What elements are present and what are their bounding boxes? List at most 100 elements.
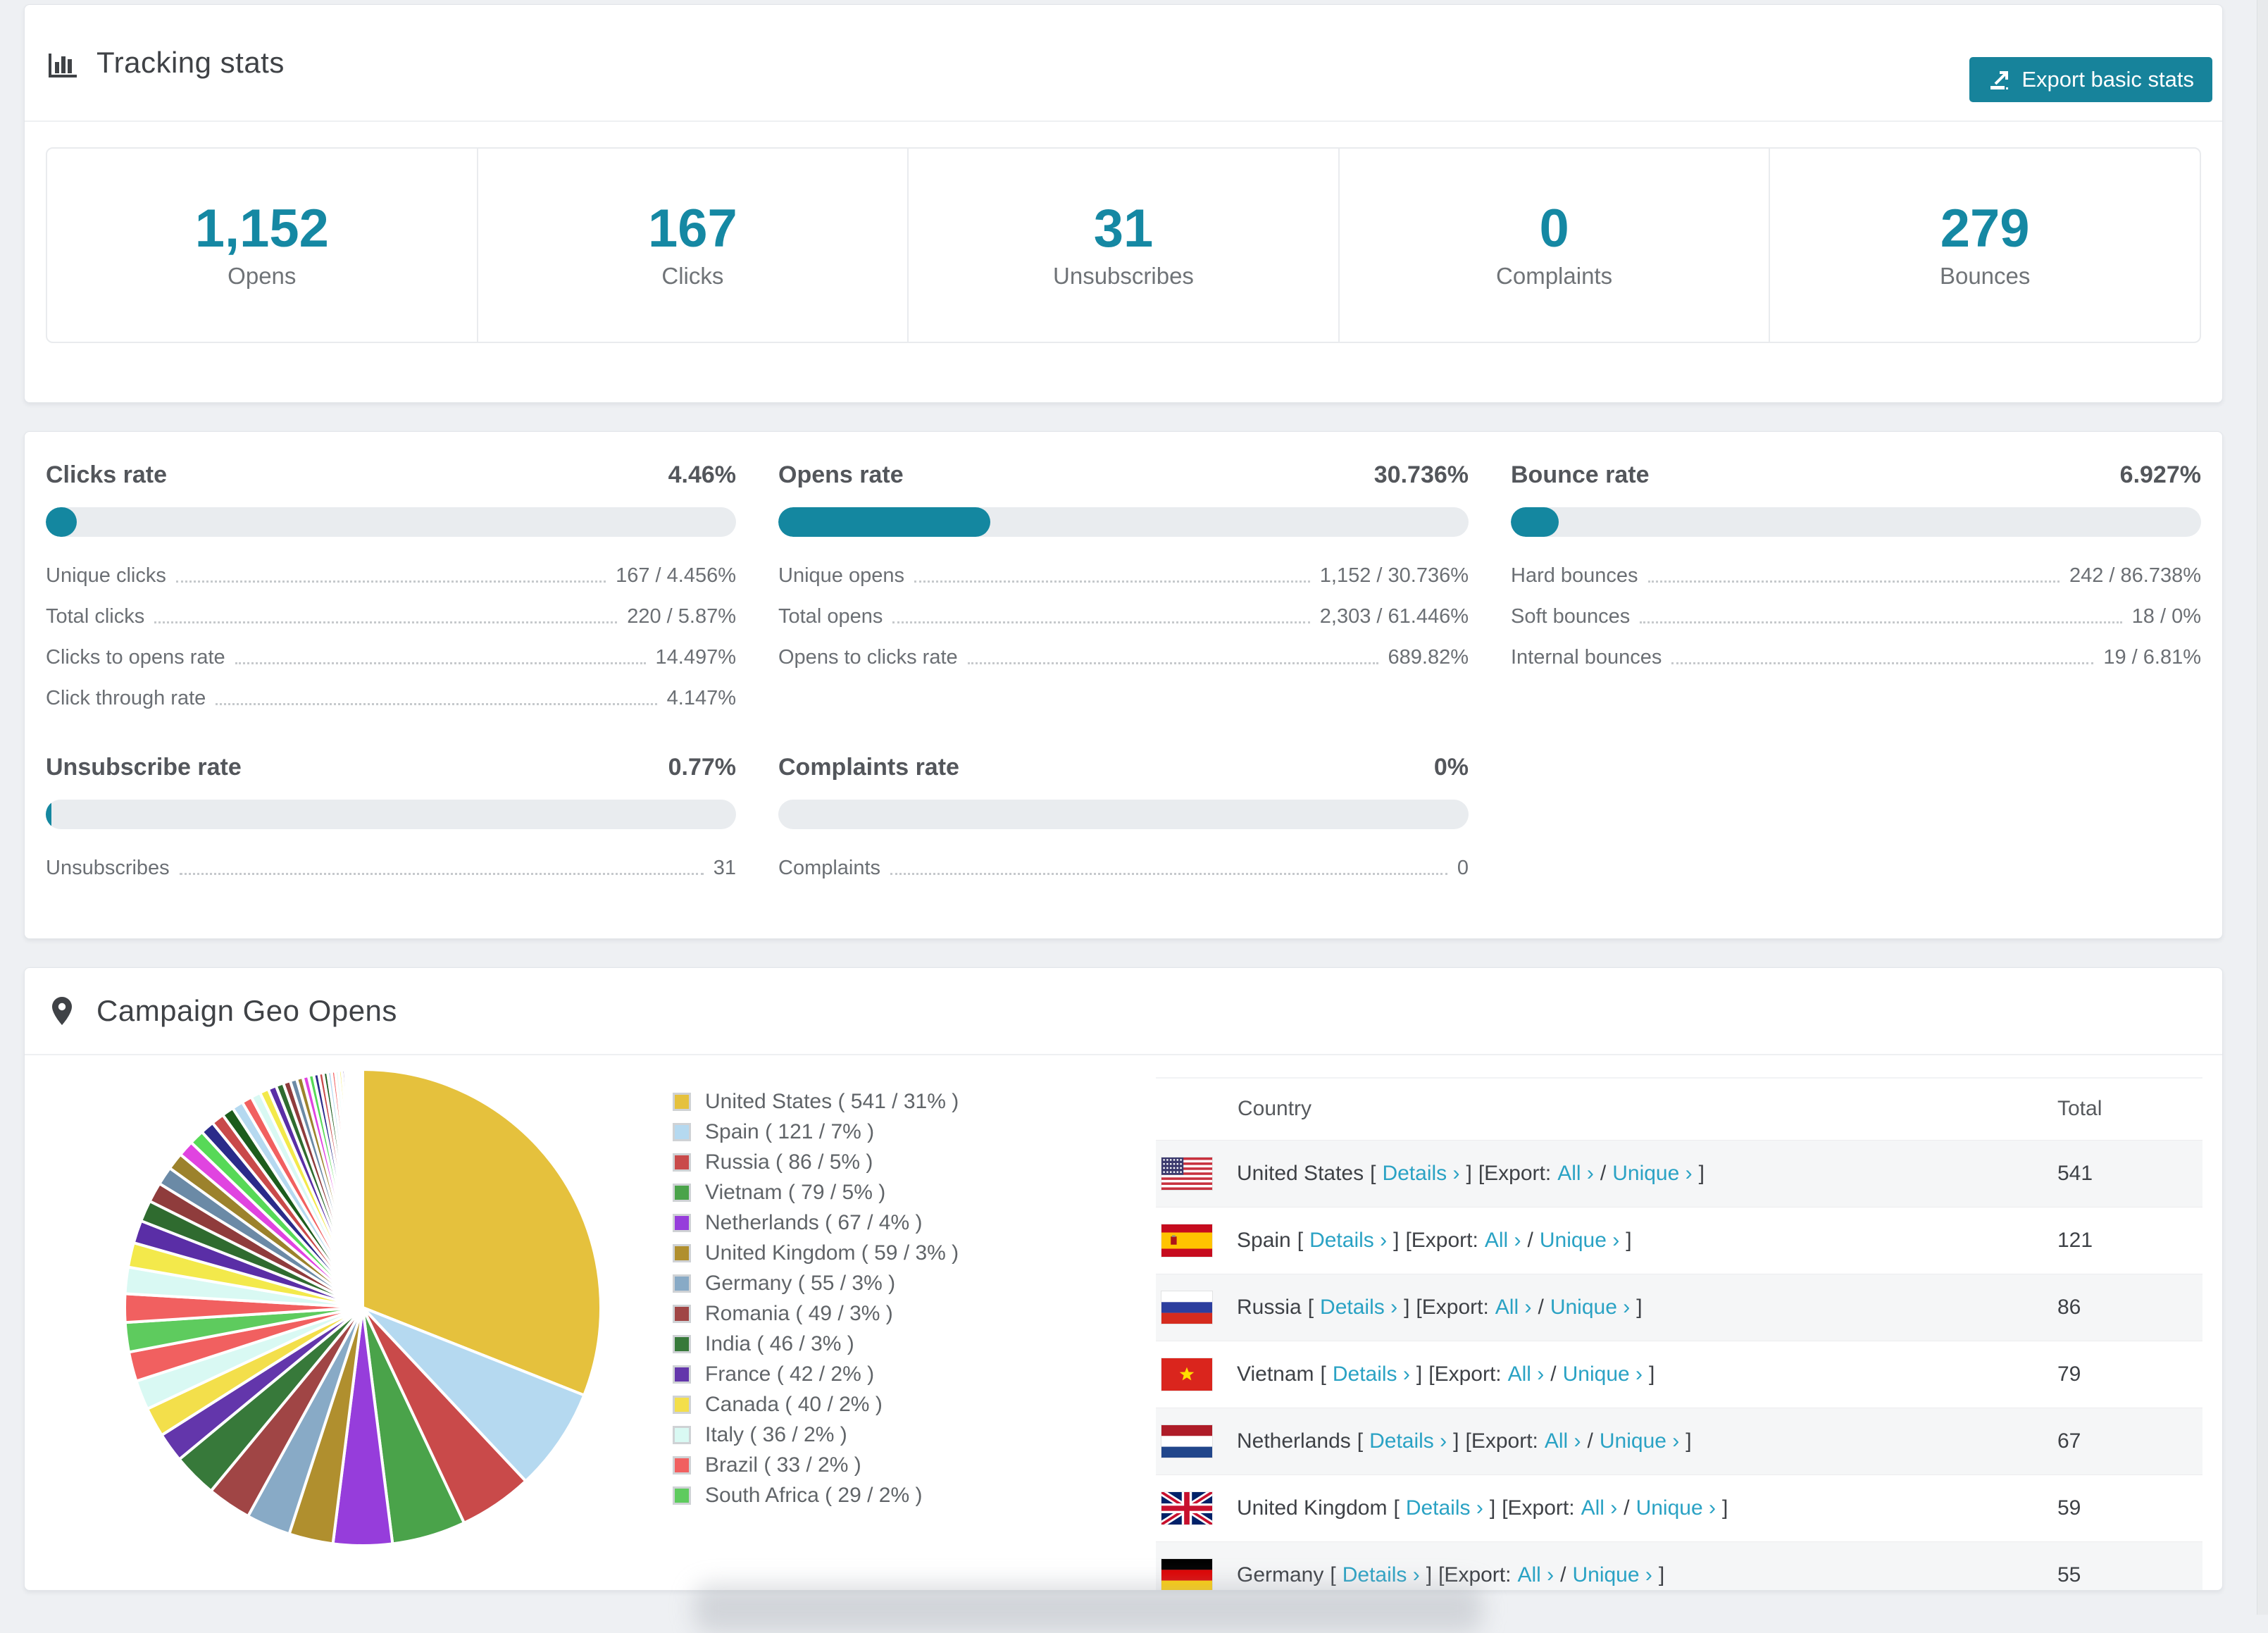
export-unique-link[interactable]: Unique › [1572,1563,1652,1587]
bracket: ] [1453,1429,1459,1453]
legend-item: United States ( 541 / 31% ) [673,1086,959,1117]
export-all-link[interactable]: All › [1557,1161,1594,1185]
export-unique-link[interactable]: Unique › [1550,1295,1631,1319]
legend-label: South Africa ( 29 / 2% ) [705,1483,923,1507]
rate-detail-row: Internal bounces 19 / 6.81% [1511,644,2201,669]
progress-fill [46,507,77,537]
flag-gb-icon [1161,1491,1212,1525]
progress-fill [778,507,991,537]
export-icon [1990,71,2009,89]
geo-table-row-vn: Vietnam[Details ›] [Export: All › / Unique ›… [1156,1341,2202,1408]
details-link[interactable]: Details › [1309,1228,1388,1252]
rate-detail-value: 689.82% [1388,646,1469,669]
flag-de-icon [1161,1558,1212,1590]
export-unique-link[interactable]: Unique › [1612,1161,1693,1185]
legend-swatch [673,1365,691,1384]
legend-label: Romania ( 49 / 3% ) [705,1301,893,1325]
bracket: ] [1489,1496,1496,1520]
country-total: 86 [2057,1295,2081,1319]
bracket: ] [1636,1295,1643,1319]
details-link[interactable]: Details › [1369,1429,1447,1453]
legend-item: Italy ( 36 / 2% ) [673,1420,959,1450]
rate-detail-value: 14.497% [655,646,737,669]
progress-fill [1511,507,1559,537]
legend-label: Netherlands ( 67 / 4% ) [705,1210,923,1234]
stat-box-opens: 1,152 Opens [47,149,478,342]
bracket: ] [1426,1563,1433,1587]
rate-detail-row: Opens to clicks rate 689.82% [778,644,1469,669]
unsubscribe-rate-block: Unsubscribe rate 0.77% Unsubscribes 31 [46,754,736,880]
details-link[interactable]: Details › [1342,1563,1420,1587]
unsubscribe-rate-heading: Unsubscribe rate 0.77% [46,754,736,781]
export-all-link[interactable]: All › [1544,1429,1581,1453]
dotted-leader [235,662,646,664]
details-link[interactable]: Details › [1382,1161,1460,1185]
export-unique-link[interactable]: Unique › [1635,1496,1716,1520]
clicks-rate-rows: Unique clicks 167 / 4.456% Total clicks 220… [46,562,736,710]
export-all-link[interactable]: All › [1484,1228,1521,1252]
details-link[interactable]: Details › [1405,1496,1483,1520]
geo-opens-header: Campaign Geo Opens [25,968,2222,1055]
dotted-leader [154,621,618,623]
rate-detail-value: 18 / 0% [2131,605,2201,628]
export-unique-link[interactable]: Unique › [1562,1362,1643,1386]
legend-label: Brazil ( 33 / 2% ) [705,1453,861,1477]
legend-swatch [673,1334,691,1353]
export-all-link[interactable]: All › [1517,1563,1554,1587]
export-unique-link[interactable]: Unique › [1599,1429,1680,1453]
country-total: 79 [2057,1362,2081,1386]
separator: / [1550,1362,1557,1386]
legend-item: France ( 42 / 2% ) [673,1359,959,1389]
legend-item: India ( 46 / 3% ) [673,1329,959,1359]
country-name: United Kingdom [1237,1496,1388,1520]
pie-slice [361,1068,602,1397]
unsubscribe-rate-title: Unsubscribe rate [46,754,242,781]
geo-pie-chart [116,1061,609,1554]
summary-stats-group: 1,152 Opens 167 Clicks 31 Unsubscribes 0… [46,147,2201,343]
unsubscribes-label: Unsubscribes [1053,262,1194,289]
complaints-count: 0 [1539,199,1569,259]
tracking-stats-title: Tracking stats [96,46,285,79]
bounce-rate-heading: Bounce rate 6.927% [1511,461,2201,489]
progress-fill [46,800,51,829]
separator: / [1587,1429,1593,1453]
legend-item: South Africa ( 29 / 2% ) [673,1480,959,1510]
scrollbar-track[interactable] [2257,0,2268,1615]
rate-detail-label: Unsubscribes [46,857,170,879]
opens-count: 1,152 [194,199,329,259]
legend-label: Russia ( 86 / 5% ) [705,1150,873,1174]
rate-detail-value: 1,152 / 30.736% [1319,564,1469,587]
rate-detail-row: Click through rate 4.147% [46,685,736,710]
country-cell: United States[Details ›] [Export: All › / Un… [1156,1157,2057,1190]
unsubscribes-count: 31 [1093,199,1154,259]
rate-detail-label: Internal bounces [1511,646,1662,669]
export-button-label: Export basic stats [2021,67,2194,92]
legend-swatch [673,1455,691,1474]
rate-detail-label: Hard bounces [1511,564,1638,587]
geo-table: Country Total United States[Details ›] [E… [1156,1077,2202,1590]
tracking-stats-header: Tracking stats Export basic stats [25,5,2222,122]
legend-item: Brazil ( 33 / 2% ) [673,1450,959,1480]
details-link[interactable]: Details › [1320,1295,1398,1319]
rate-detail-row: Unsubscribes 31 [46,855,736,880]
details-link[interactable]: Details › [1332,1362,1410,1386]
export-all-link[interactable]: All › [1495,1295,1532,1319]
export-all-link[interactable]: All › [1507,1362,1545,1386]
export-prefix: [Export: [1438,1563,1512,1587]
rate-detail-value: 2,303 / 61.446% [1319,605,1469,628]
geo-table-row-de: Germany[Details ›] [Export: All › / Unique ›… [1156,1541,2202,1590]
rate-detail-label: Total clicks [46,605,145,628]
legend-swatch [673,1183,691,1202]
export-basic-stats-button[interactable]: Export basic stats [1969,57,2212,102]
bracket: [ [1357,1429,1364,1453]
bar-chart-icon [46,46,78,79]
dotted-leader [890,873,1447,875]
flag-ru-icon [1161,1291,1212,1324]
export-all-link[interactable]: All › [1581,1496,1618,1520]
export-unique-link[interactable]: Unique › [1539,1228,1620,1252]
rate-detail-label: Complaints [778,857,881,879]
clicks-label: Clicks [661,262,724,289]
legend-swatch [673,1153,691,1172]
country-name: Spain [1237,1228,1291,1252]
opens-rate-progressbar [778,507,1469,537]
